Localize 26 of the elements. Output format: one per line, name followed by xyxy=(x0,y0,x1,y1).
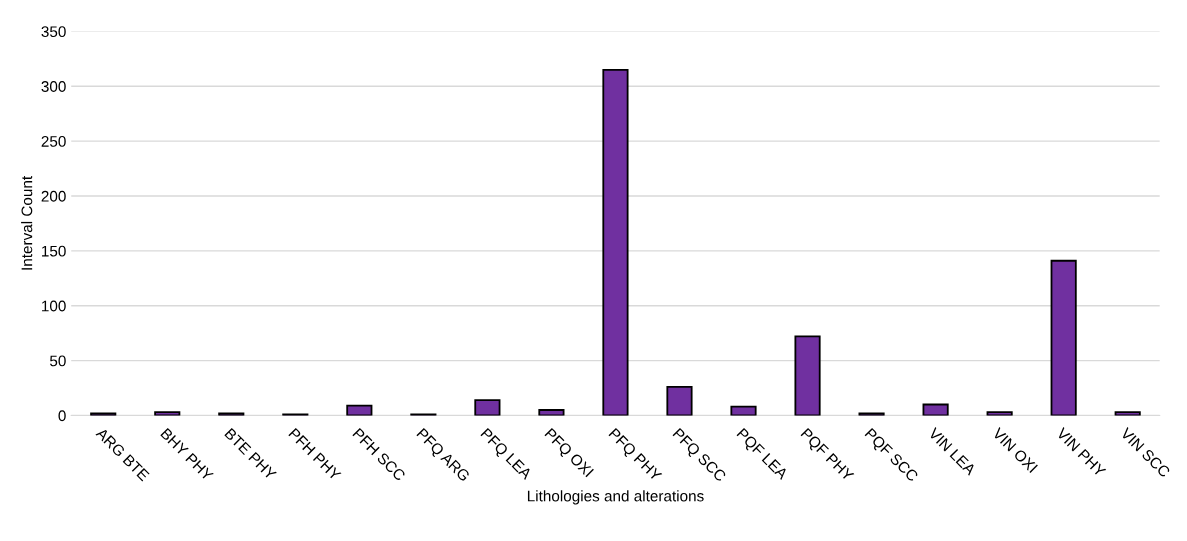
bar xyxy=(538,409,565,416)
y-tick-label: 250 xyxy=(41,135,66,147)
bar xyxy=(602,68,629,416)
y-tick-label: 350 xyxy=(41,26,66,38)
bar xyxy=(858,412,885,416)
y-axis-title: Interval Count xyxy=(21,175,33,270)
y-tick-label: 200 xyxy=(41,190,66,202)
x-tick-label: VIN OXI xyxy=(991,426,1038,474)
y-tick-label: 300 xyxy=(41,81,66,92)
y-tick-label: 100 xyxy=(42,300,66,312)
bar xyxy=(474,399,501,416)
bar xyxy=(1114,411,1141,416)
bar xyxy=(794,335,821,416)
y-tick-label: 0 xyxy=(58,410,66,422)
bar xyxy=(666,386,693,416)
bar xyxy=(154,411,181,416)
y-tick-label: 150 xyxy=(42,245,66,257)
y-tick-label: 50 xyxy=(49,355,66,367)
bar xyxy=(922,403,949,416)
bar xyxy=(90,412,117,416)
x-axis-title: Lithologies and alterations xyxy=(527,490,704,505)
bar xyxy=(346,404,373,416)
bar xyxy=(986,411,1013,416)
bar xyxy=(1050,259,1077,416)
bar xyxy=(218,412,245,416)
bar xyxy=(730,405,757,416)
